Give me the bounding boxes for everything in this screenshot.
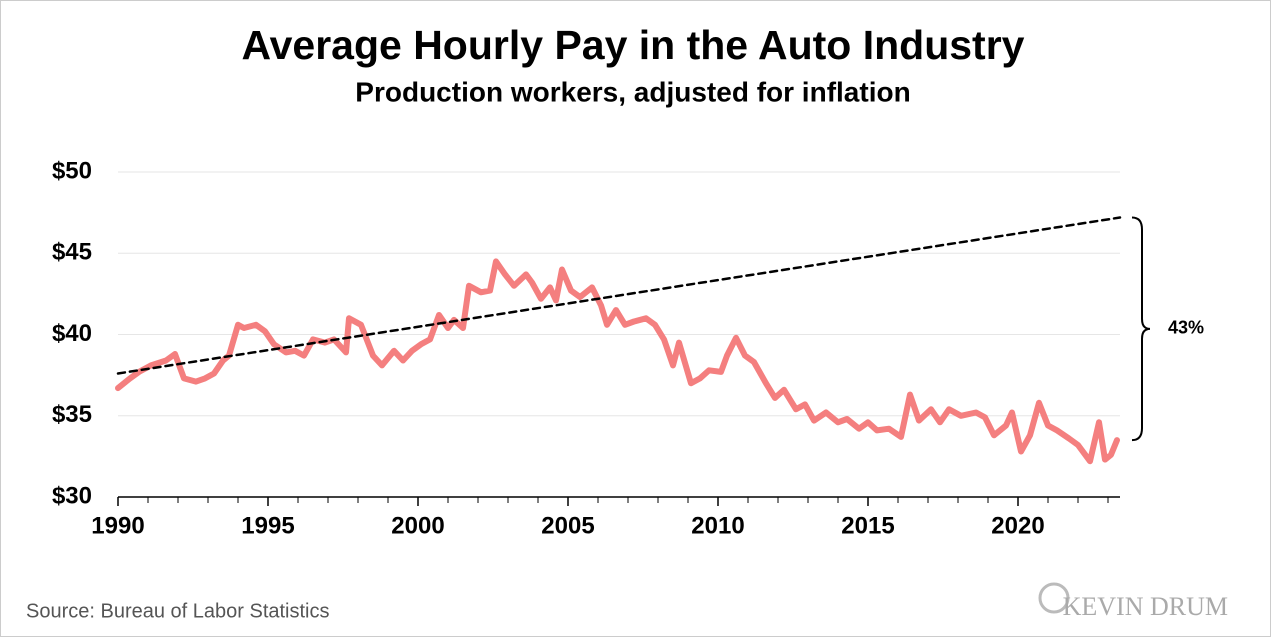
- logo: KEVIN DRUM: [1038, 582, 1228, 621]
- trend-line: [116, 216, 1122, 375]
- chart-title: Average Hourly Pay in the Auto Industry: [242, 22, 1025, 68]
- data-line: [115, 258, 1120, 465]
- source: Source: Bureau of Labor Statistics: [26, 600, 330, 622]
- x-tick-label: 2015: [841, 512, 894, 539]
- annotation: 43%: [1168, 318, 1204, 338]
- x-tick-label: 2005: [541, 512, 594, 539]
- y-tick-label: $50: [52, 157, 92, 184]
- logo-icon: [1038, 582, 1070, 614]
- y-tick-label: $40: [52, 320, 92, 347]
- y-tick-label: $45: [52, 239, 92, 266]
- x-tick-label: 2000: [391, 512, 444, 539]
- watermark: KEVIN DRUM: [1063, 592, 1228, 621]
- x-tick-label: 2020: [991, 512, 1044, 539]
- y-tick-label: $30: [52, 482, 92, 509]
- bracket: [1131, 216, 1151, 442]
- x-tick-label: 2010: [691, 512, 744, 539]
- x-tick-label: 1990: [91, 512, 144, 539]
- chart-subtitle: Production workers, adjusted for inflati…: [355, 76, 910, 107]
- y-tick-label: $35: [52, 401, 92, 428]
- x-tick-label: 1995: [241, 512, 294, 539]
